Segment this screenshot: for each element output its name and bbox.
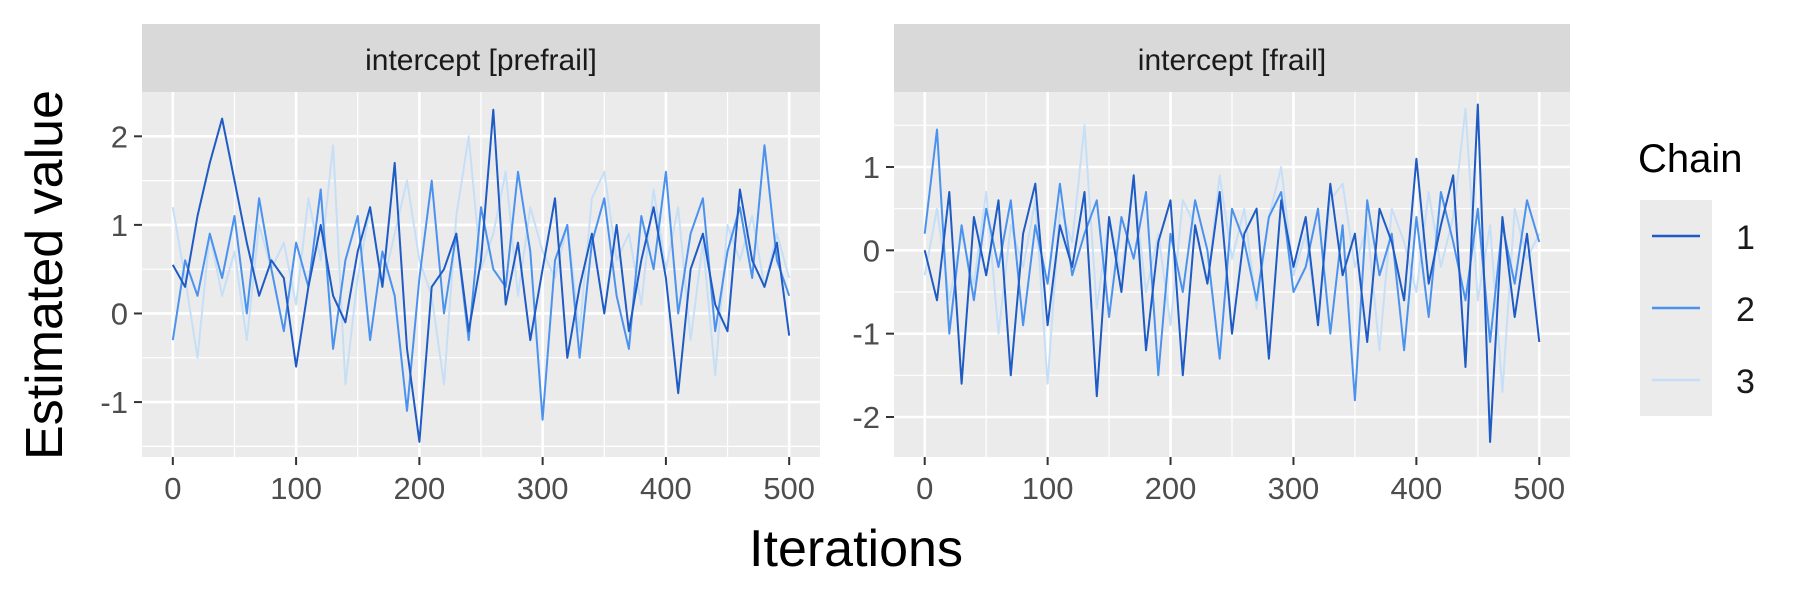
legend-items: 1 2 3 [1652, 219, 1755, 401]
series-line-chain-1 [923, 103, 1541, 443]
y-tick-label: 0 [863, 233, 880, 268]
strip-title: intercept [prefrail] [365, 44, 597, 77]
strip-title: intercept [frail] [1138, 44, 1326, 77]
x-axis-label: Iterations [749, 520, 963, 578]
x-tick-label: 300 [1268, 471, 1320, 506]
x-tick-label: 200 [1145, 471, 1197, 506]
y-tick-label: 1 [111, 208, 128, 243]
legend-label-chain-3: 3 [1736, 363, 1755, 401]
legend-label-chain-2: 2 [1736, 291, 1755, 329]
x-tick-label: 0 [164, 471, 181, 506]
panel-prefrail: intercept [prefrail] -1 0 1 2 0 100 200 300 400… [100, 24, 820, 506]
x-tick-label: 300 [517, 471, 569, 506]
series-line-chain-2 [923, 128, 1541, 402]
series-line-chain-3 [171, 135, 791, 386]
x-tick-label: 500 [1513, 471, 1565, 506]
y-tick-label: 2 [111, 119, 128, 154]
series-group [171, 108, 791, 443]
x-axis-ticks: 0 100 200 300 400 500 [916, 457, 1565, 506]
series-group [923, 103, 1541, 443]
legend: Chain 1 2 3 [1638, 137, 1755, 416]
y-tick-label: -1 [100, 385, 128, 420]
x-tick-label: 100 [1022, 471, 1074, 506]
x-tick-label: 400 [640, 471, 692, 506]
panel-frail: intercept [frail] -2 -1 0 1 0 100 200 300 400 50… [852, 24, 1570, 506]
legend-title: Chain [1638, 137, 1743, 181]
y-tick-label: -1 [852, 317, 880, 352]
series-line-chain-1 [171, 108, 791, 443]
y-tick-label: -2 [852, 400, 880, 435]
x-axis-ticks: 0 100 200 300 400 500 [164, 457, 815, 506]
strip-background [894, 24, 1570, 92]
y-tick-label: 0 [111, 296, 128, 331]
y-axis-label: Estimated value [16, 90, 74, 460]
x-tick-label: 100 [270, 471, 322, 506]
x-tick-label: 400 [1390, 471, 1442, 506]
y-axis-ticks: -1 0 1 2 [100, 119, 142, 420]
x-tick-label: 0 [916, 471, 933, 506]
y-axis-ticks: -2 -1 0 1 [852, 150, 894, 435]
y-tick-label: 1 [863, 150, 880, 185]
x-tick-label: 200 [393, 471, 445, 506]
x-tick-label: 500 [763, 471, 815, 506]
strip-background [142, 24, 820, 92]
series-line-chain-2 [171, 144, 791, 421]
legend-label-chain-1: 1 [1736, 219, 1755, 257]
